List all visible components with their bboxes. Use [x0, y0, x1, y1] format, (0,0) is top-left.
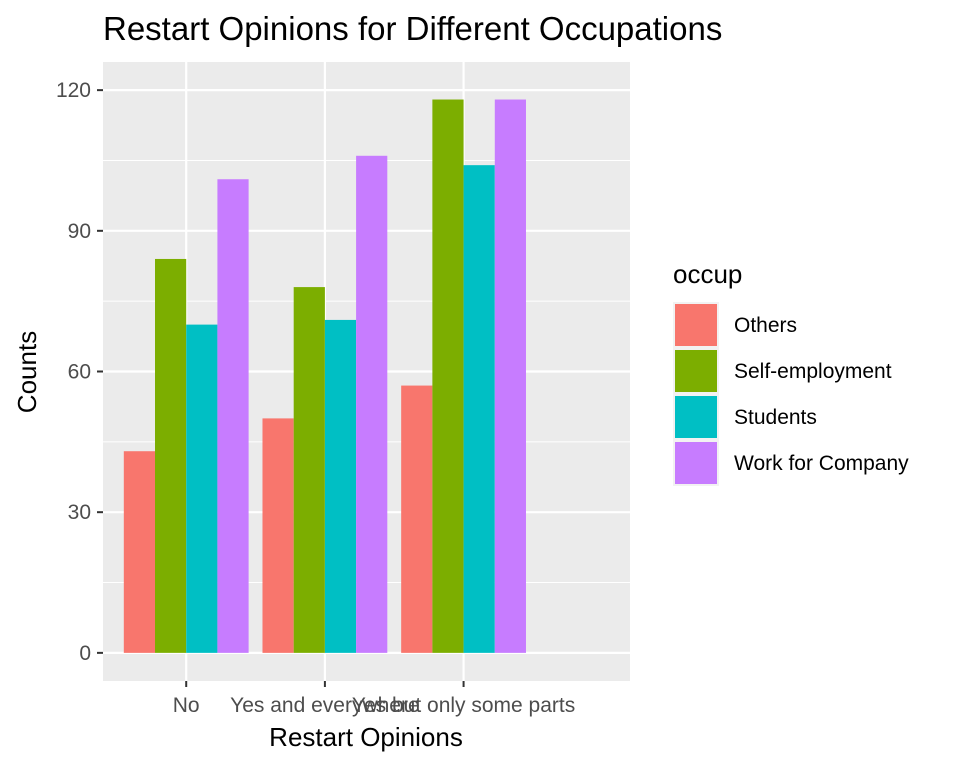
bar [186, 324, 218, 653]
x-tick-label: No [173, 694, 200, 717]
legend-label: Self-employment [734, 360, 892, 383]
bar [262, 418, 294, 653]
bar [155, 258, 187, 653]
bar [217, 179, 249, 653]
y-axis-title: Counts [12, 331, 42, 413]
y-tick-label: 0 [79, 642, 91, 665]
legend-title: occup [673, 259, 742, 289]
bar [293, 287, 325, 653]
bar [356, 155, 388, 653]
y-tick-label: 30 [68, 501, 91, 524]
bar [432, 99, 464, 653]
x-tick-label: Yes but only some parts [352, 694, 575, 717]
legend-label: Others [734, 314, 797, 337]
bars [123, 99, 526, 653]
chart-title: Restart Opinions for Different Occupatio… [103, 10, 722, 47]
bar [324, 319, 357, 653]
x-tick-label: Yes and everywhere [230, 694, 420, 717]
y-tick-label: 60 [68, 361, 91, 384]
legend-swatch [675, 396, 717, 438]
legend-label: Students [734, 406, 817, 429]
y-tick-label: 90 [68, 220, 91, 243]
legend-swatch [675, 304, 717, 346]
legend: occup Others Self-employment Students Work … [673, 259, 909, 486]
bar [494, 99, 526, 653]
bar [463, 165, 495, 653]
legend-label: Work for Company [734, 452, 909, 475]
y-tick-label: 120 [56, 79, 91, 102]
x-axis-title: Restart Opinions [269, 722, 463, 752]
bar [123, 451, 156, 653]
legend-swatch [675, 442, 717, 484]
y-axis: 0 30 60 90 120 [56, 79, 103, 665]
legend-swatch [675, 350, 717, 392]
bar [401, 385, 433, 653]
